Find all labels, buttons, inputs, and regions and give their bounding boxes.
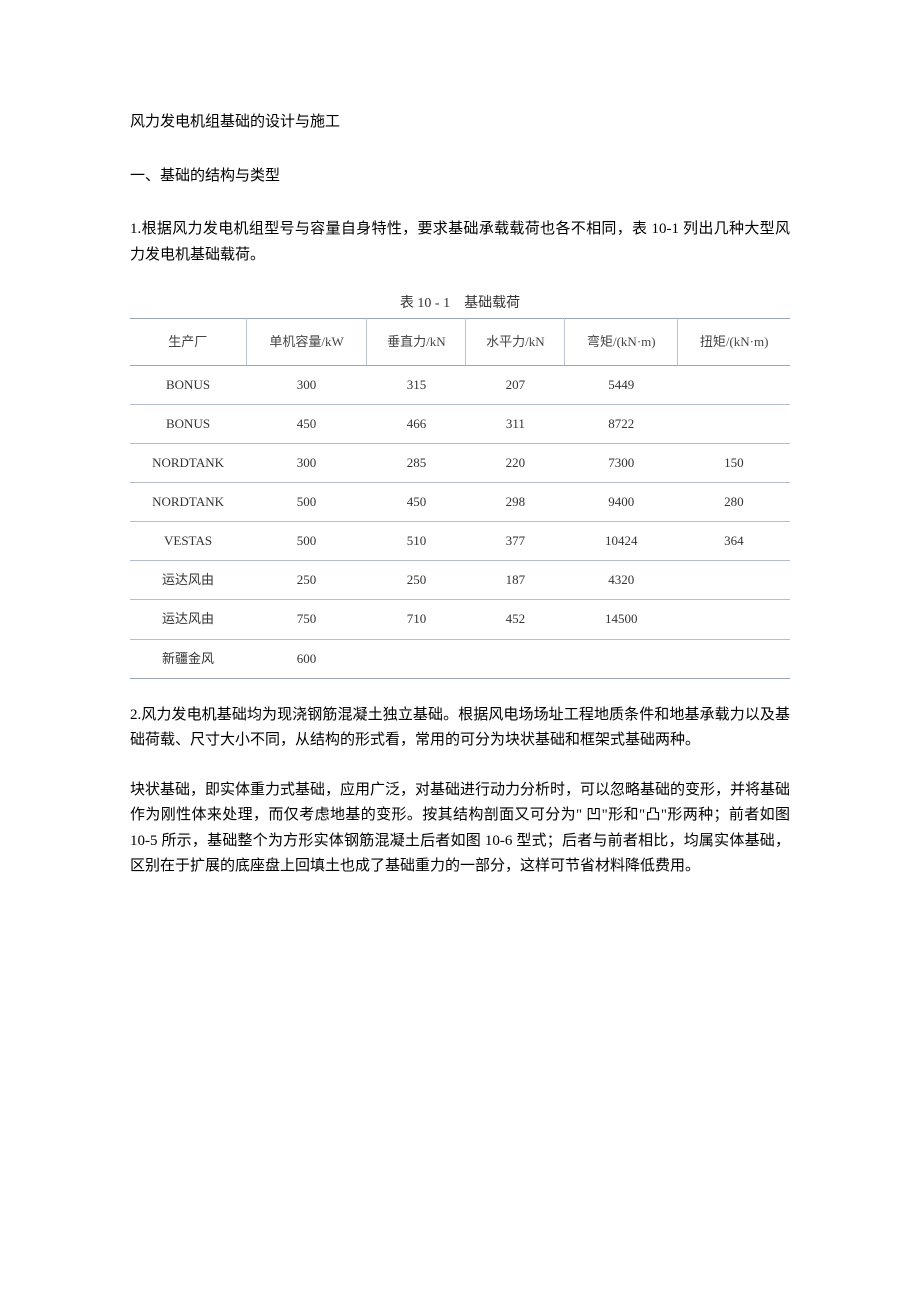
table-row: 运达风由 250 250 187 4320 (130, 561, 790, 600)
table-row: NORDTANK 500 450 298 9400 280 (130, 483, 790, 522)
cell-cap: 500 (246, 522, 367, 561)
table-row: 新疆金风 600 (130, 639, 790, 678)
cell-bend: 4320 (565, 561, 678, 600)
cell-mfr: 新疆金风 (130, 639, 246, 678)
col-header-torsion: 扭矩/(kN·m) (678, 318, 790, 365)
cell-tors: 150 (678, 444, 790, 483)
cell-bend: 9400 (565, 483, 678, 522)
cell-v: 285 (367, 444, 466, 483)
cell-mfr: 运达风由 (130, 561, 246, 600)
cell-tors: 364 (678, 522, 790, 561)
paragraph-1: 1.根据风力发电机组型号与容量自身特性，要求基础承载载荷也各不相同，表 10-1… (130, 217, 790, 268)
cell-tors (678, 561, 790, 600)
table-row: NORDTANK 300 285 220 7300 150 (130, 444, 790, 483)
cell-v: 315 (367, 365, 466, 404)
cell-v: 466 (367, 404, 466, 443)
cell-v: 710 (367, 600, 466, 639)
cell-tors (678, 404, 790, 443)
table-row: BONUS 450 466 311 8722 (130, 404, 790, 443)
cell-cap: 300 (246, 365, 367, 404)
section-1-heading: 一、基础的结构与类型 (130, 164, 790, 190)
cell-h: 207 (466, 365, 565, 404)
cell-h: 187 (466, 561, 565, 600)
cell-mfr: 运达风由 (130, 600, 246, 639)
cell-mfr: BONUS (130, 365, 246, 404)
cell-mfr: NORDTANK (130, 483, 246, 522)
cell-h: 452 (466, 600, 565, 639)
cell-v: 510 (367, 522, 466, 561)
cell-v: 450 (367, 483, 466, 522)
cell-mfr: VESTAS (130, 522, 246, 561)
cell-h: 298 (466, 483, 565, 522)
cell-tors (678, 639, 790, 678)
cell-cap: 300 (246, 444, 367, 483)
col-header-bending: 弯矩/(kN·m) (565, 318, 678, 365)
table-body: BONUS 300 315 207 5449 BONUS 450 466 311… (130, 365, 790, 678)
cell-cap: 600 (246, 639, 367, 678)
table-caption: 表 10 - 1 基础载荷 (130, 292, 790, 316)
cell-mfr: NORDTANK (130, 444, 246, 483)
foundation-load-table: 生产厂 单机容量/kW 垂直力/kN 水平力/kN 弯矩/(kN·m) 扭矩/(… (130, 318, 790, 679)
cell-h: 220 (466, 444, 565, 483)
cell-v (367, 639, 466, 678)
cell-mfr: BONUS (130, 404, 246, 443)
col-header-mfr: 生产厂 (130, 318, 246, 365)
cell-bend (565, 639, 678, 678)
cell-bend: 7300 (565, 444, 678, 483)
col-header-capacity: 单机容量/kW (246, 318, 367, 365)
cell-h: 311 (466, 404, 565, 443)
table-row: 运达风由 750 710 452 14500 (130, 600, 790, 639)
cell-h: 377 (466, 522, 565, 561)
cell-tors: 280 (678, 483, 790, 522)
cell-cap: 750 (246, 600, 367, 639)
col-header-horizontal: 水平力/kN (466, 318, 565, 365)
cell-bend: 10424 (565, 522, 678, 561)
cell-tors (678, 365, 790, 404)
document-title: 风力发电机组基础的设计与施工 (130, 110, 790, 136)
cell-cap: 500 (246, 483, 367, 522)
table-row: VESTAS 500 510 377 10424 364 (130, 522, 790, 561)
table-row: BONUS 300 315 207 5449 (130, 365, 790, 404)
cell-bend: 14500 (565, 600, 678, 639)
col-header-vertical: 垂直力/kN (367, 318, 466, 365)
cell-h (466, 639, 565, 678)
cell-cap: 450 (246, 404, 367, 443)
paragraph-3: 块状基础，即实体重力式基础，应用广泛，对基础进行动力分析时，可以忽略基础的变形，… (130, 778, 790, 880)
paragraph-2: 2.风力发电机基础均为现浇钢筋混凝土独立基础。根据风电场场址工程地质条件和地基承… (130, 703, 790, 754)
table-header-row: 生产厂 单机容量/kW 垂直力/kN 水平力/kN 弯矩/(kN·m) 扭矩/(… (130, 318, 790, 365)
cell-cap: 250 (246, 561, 367, 600)
cell-tors (678, 600, 790, 639)
cell-v: 250 (367, 561, 466, 600)
cell-bend: 5449 (565, 365, 678, 404)
cell-bend: 8722 (565, 404, 678, 443)
